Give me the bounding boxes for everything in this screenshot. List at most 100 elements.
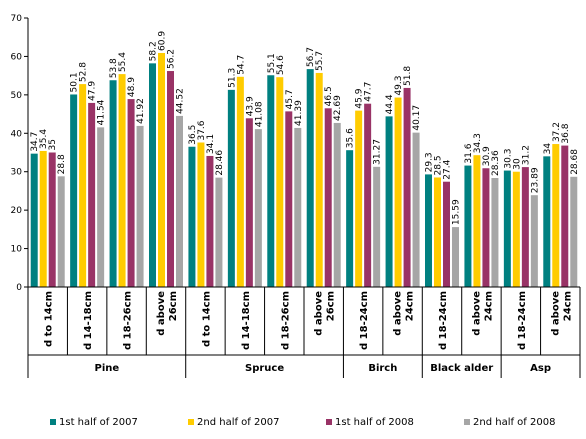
bar	[127, 99, 135, 287]
data-label: 48.9	[127, 77, 137, 97]
data-label: 34	[543, 143, 553, 155]
bar	[206, 155, 214, 287]
data-label: 37.6	[197, 120, 207, 140]
data-label: 51.3	[227, 68, 237, 88]
bar	[79, 84, 87, 288]
bar	[254, 129, 262, 287]
bar	[294, 127, 302, 287]
bar	[97, 127, 105, 288]
bar	[39, 150, 47, 287]
category-label: d above24cm	[393, 291, 416, 336]
legend-label: 2nd half of 2008	[473, 417, 555, 428]
data-label: 47.7	[364, 82, 374, 102]
y-tick-label: 0	[16, 283, 22, 293]
bar	[464, 165, 472, 287]
y-tick-label: 30	[11, 168, 23, 178]
bar	[57, 176, 65, 287]
bar	[245, 118, 253, 287]
category-label-line: 26cm	[326, 291, 337, 321]
data-label: 23.89	[530, 167, 540, 193]
category-label-line: 24cm	[405, 291, 416, 321]
bar	[197, 142, 205, 287]
category-label-line: 24cm	[562, 291, 573, 321]
data-label: 54.7	[236, 55, 246, 75]
data-label: 54.6	[276, 55, 286, 75]
bar	[364, 103, 372, 288]
group-label: Spruce	[245, 363, 284, 374]
bar	[491, 178, 499, 287]
data-label: 30.3	[503, 149, 513, 169]
data-label: 41.08	[254, 101, 264, 127]
data-label: 34.1	[206, 134, 216, 154]
data-label: 27.4	[443, 159, 453, 179]
data-label: 36.8	[561, 123, 571, 143]
bar	[452, 227, 459, 287]
bar	[315, 72, 323, 288]
bar	[276, 77, 284, 288]
data-label: 56.2	[167, 49, 177, 69]
bar	[570, 176, 578, 287]
data-label: 49.3	[394, 76, 404, 96]
bar	[473, 155, 481, 287]
bar	[88, 102, 96, 287]
category-label: d above24cm	[550, 291, 573, 336]
category-label: d 18-26cm	[123, 291, 134, 350]
category-label: d 18-24cm	[517, 291, 528, 350]
category-label-line: 24cm	[483, 291, 494, 321]
bar	[48, 152, 56, 287]
legend-swatch	[464, 419, 470, 425]
bar	[167, 71, 174, 287]
bar	[215, 177, 223, 287]
data-label: 43.9	[245, 96, 255, 116]
bar	[373, 166, 381, 287]
legend-label: 2nd half of 2007	[197, 417, 279, 428]
data-label: 31.27	[373, 139, 383, 165]
data-label: 31.6	[464, 143, 474, 163]
data-label: 35.6	[346, 128, 356, 148]
data-label: 44.52	[176, 88, 186, 114]
data-label: 30	[512, 158, 522, 170]
bar	[443, 181, 450, 287]
bar	[512, 171, 520, 287]
data-label: 52.8	[79, 62, 89, 82]
bar	[434, 177, 441, 287]
category-label: d 18-26cm	[280, 291, 291, 350]
group-label: Asp	[530, 363, 551, 374]
data-label: 35	[48, 139, 58, 150]
legend-swatch	[326, 419, 332, 425]
data-label: 41.54	[97, 99, 107, 125]
y-tick-label: 70	[11, 14, 23, 24]
category-label-line: 26cm	[168, 291, 179, 321]
data-label: 28.36	[491, 150, 501, 176]
category-label: d to 14cm	[44, 291, 55, 347]
data-label: 42.69	[333, 95, 343, 121]
data-label: 56.7	[306, 47, 316, 67]
category-label-line: d above	[550, 291, 561, 336]
group-label: Pine	[95, 363, 120, 374]
data-label: 37.2	[552, 122, 562, 142]
category-label: d 14-18cm	[241, 291, 252, 350]
data-label: 55.1	[267, 53, 277, 73]
y-tick-label: 50	[11, 91, 23, 101]
legend-swatch	[188, 419, 194, 425]
data-label: 41.39	[294, 100, 304, 126]
bar	[176, 115, 183, 287]
bar	[503, 170, 511, 287]
data-label: 45.7	[285, 89, 295, 109]
data-label: 36.5	[188, 125, 198, 145]
bar	[394, 97, 402, 287]
bar	[227, 89, 235, 288]
bar	[333, 122, 341, 287]
category-label-line: d above	[156, 291, 167, 336]
bar	[109, 80, 117, 287]
data-label: 51.8	[403, 66, 413, 86]
data-label: 31.2	[521, 145, 531, 165]
data-label: 53.8	[109, 58, 119, 78]
bar	[236, 76, 244, 287]
data-label: 30.9	[482, 146, 492, 166]
data-label: 28.8	[57, 154, 67, 174]
bar	[403, 87, 411, 287]
data-label: 41.92	[136, 98, 146, 124]
legend-swatch	[50, 419, 56, 425]
